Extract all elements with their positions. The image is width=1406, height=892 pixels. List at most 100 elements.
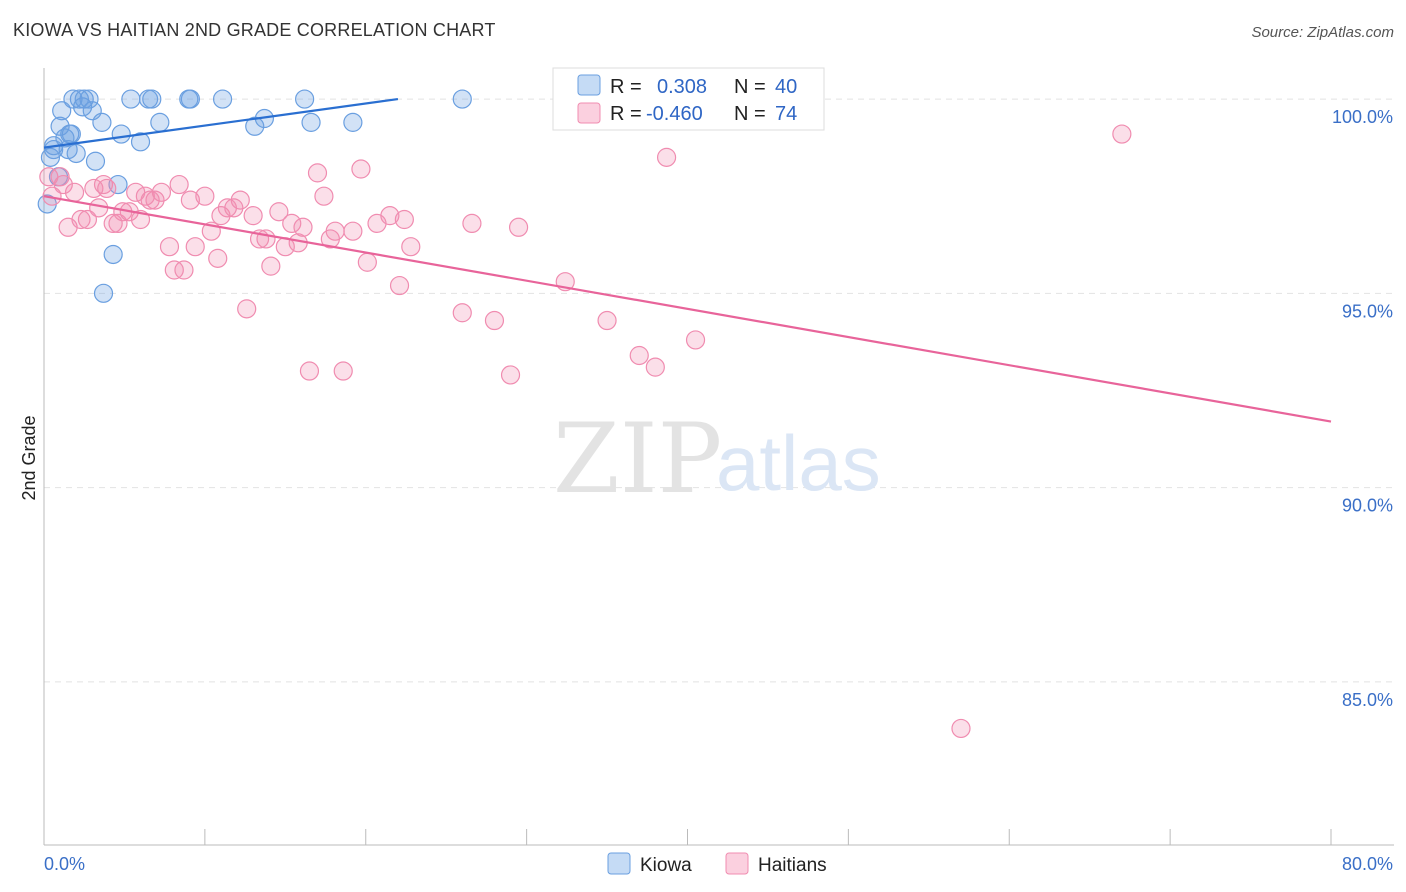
haitians-point — [307, 163, 328, 183]
haitians-point — [484, 310, 505, 331]
haitians-point — [151, 182, 172, 202]
kiowa-point — [66, 143, 86, 164]
haitians-point — [261, 256, 281, 276]
haitians-point — [230, 190, 250, 210]
y-tick-label: 85.0% — [1342, 690, 1393, 710]
y-tick-label: 100.0% — [1332, 107, 1393, 127]
haitians-point — [195, 186, 215, 206]
legend-n-label-haitians: N = — [734, 103, 766, 125]
haitians-point — [333, 361, 353, 381]
kiowa-point — [130, 132, 151, 152]
kiowa-point — [212, 89, 233, 109]
legend-r-label-kiowa: R = — [610, 76, 642, 98]
x-tick-labels: 0.0% 80.0% — [44, 854, 1393, 874]
haitians-point — [269, 202, 289, 222]
y-tick-label: 95.0% — [1342, 301, 1393, 321]
haitians-point — [343, 221, 363, 241]
kiowa-point — [108, 174, 128, 195]
haitians-point — [1112, 124, 1132, 144]
legend-r-value-kiowa: 0.308 — [657, 76, 707, 98]
legend-n-value-kiowa: 40 — [775, 76, 797, 98]
watermark: ZIP atlas — [553, 403, 881, 515]
kiowa-point — [343, 112, 363, 132]
haitians-point — [174, 260, 194, 280]
haitians-point — [224, 198, 244, 218]
legend-swatch-kiowa — [577, 74, 601, 96]
kiowa-point — [295, 89, 315, 109]
haitians-point — [159, 237, 180, 257]
kiowa-point — [121, 89, 141, 109]
kiowa-point — [180, 89, 200, 109]
bottom-legend-swatch-haitians — [725, 852, 749, 875]
haitians-trend-line — [43, 195, 1332, 423]
haitians-point — [656, 147, 677, 167]
legend-n-label-kiowa: N = — [734, 76, 766, 98]
trend-lines — [43, 97, 1332, 423]
haitians-point — [130, 209, 151, 230]
kiowa-point — [63, 89, 83, 109]
haitians-point — [208, 248, 228, 268]
haitians-point — [299, 361, 320, 381]
haitians-point — [629, 345, 649, 366]
kiowa-point — [150, 112, 170, 132]
haitians-point — [685, 330, 706, 350]
kiowa-point — [79, 89, 99, 109]
haitians-point — [357, 252, 377, 272]
haitians-point — [597, 310, 617, 331]
haitians-point — [140, 190, 160, 210]
chart-title: KIOWA VS HAITIAN 2ND GRADE CORRELATION C… — [13, 20, 496, 40]
kiowa-point — [85, 151, 106, 171]
haitians-point — [50, 167, 70, 187]
haitians-point — [462, 213, 482, 233]
haitians-point — [108, 213, 128, 233]
haitians-point — [256, 229, 276, 249]
haitians-point — [71, 209, 91, 230]
kiowa-point — [103, 244, 123, 265]
y-axis-title: 2nd Grade — [19, 415, 39, 500]
haitians-point — [452, 303, 472, 323]
haitians-point — [314, 186, 334, 206]
axes — [43, 68, 1394, 846]
correlation-legend: R = 0.308 N = 40 R = -0.460 N = 74 — [552, 67, 825, 131]
kiowa-trend-line — [43, 97, 399, 149]
kiowa-point — [40, 147, 61, 167]
haitians-point — [293, 217, 313, 237]
haitians-point — [64, 182, 85, 202]
kiowa-point — [111, 124, 131, 144]
bottom-legend: Kiowa Haitians — [607, 852, 827, 876]
haitians-point — [380, 206, 400, 226]
y-tick-label: 90.0% — [1342, 496, 1393, 516]
haitians-point — [282, 213, 302, 233]
x-tick-label: 80.0% — [1342, 854, 1393, 874]
haitians-point — [180, 190, 200, 210]
haitians-point — [243, 206, 263, 226]
kiowa-point — [142, 89, 162, 109]
kiowa-point — [93, 283, 114, 303]
kiowa-point — [301, 112, 321, 132]
haitians-point — [185, 237, 205, 257]
haitians-point — [508, 217, 529, 237]
source-note: Source: ZipAtlas.com — [1251, 24, 1394, 41]
kiowa-point — [52, 101, 72, 121]
bottom-legend-label-haitians: Haitians — [758, 855, 827, 876]
legend-n-value-haitians: 74 — [775, 103, 797, 125]
watermark-atlas: atlas — [716, 419, 881, 507]
kiowa-point — [73, 97, 93, 117]
haitians-point — [145, 190, 165, 210]
grid-lines — [44, 98, 1394, 683]
haitians-point — [164, 260, 184, 280]
legend-r-label-haitians: R = — [610, 103, 642, 125]
haitians-point — [53, 174, 73, 195]
watermark-zip: ZIP — [553, 403, 722, 515]
haitians-point — [237, 299, 257, 319]
haitians-point — [169, 174, 189, 195]
haitians-point — [951, 718, 971, 739]
y-tick-labels: 100.0% 95.0% 90.0% 85.0% — [1332, 107, 1393, 710]
haitians-point — [401, 237, 421, 257]
haitians-point — [389, 275, 410, 296]
bottom-legend-label-kiowa: Kiowa — [640, 855, 692, 876]
haitians-point — [325, 221, 345, 241]
kiowa-point — [50, 116, 70, 136]
kiowa-point — [69, 89, 89, 109]
